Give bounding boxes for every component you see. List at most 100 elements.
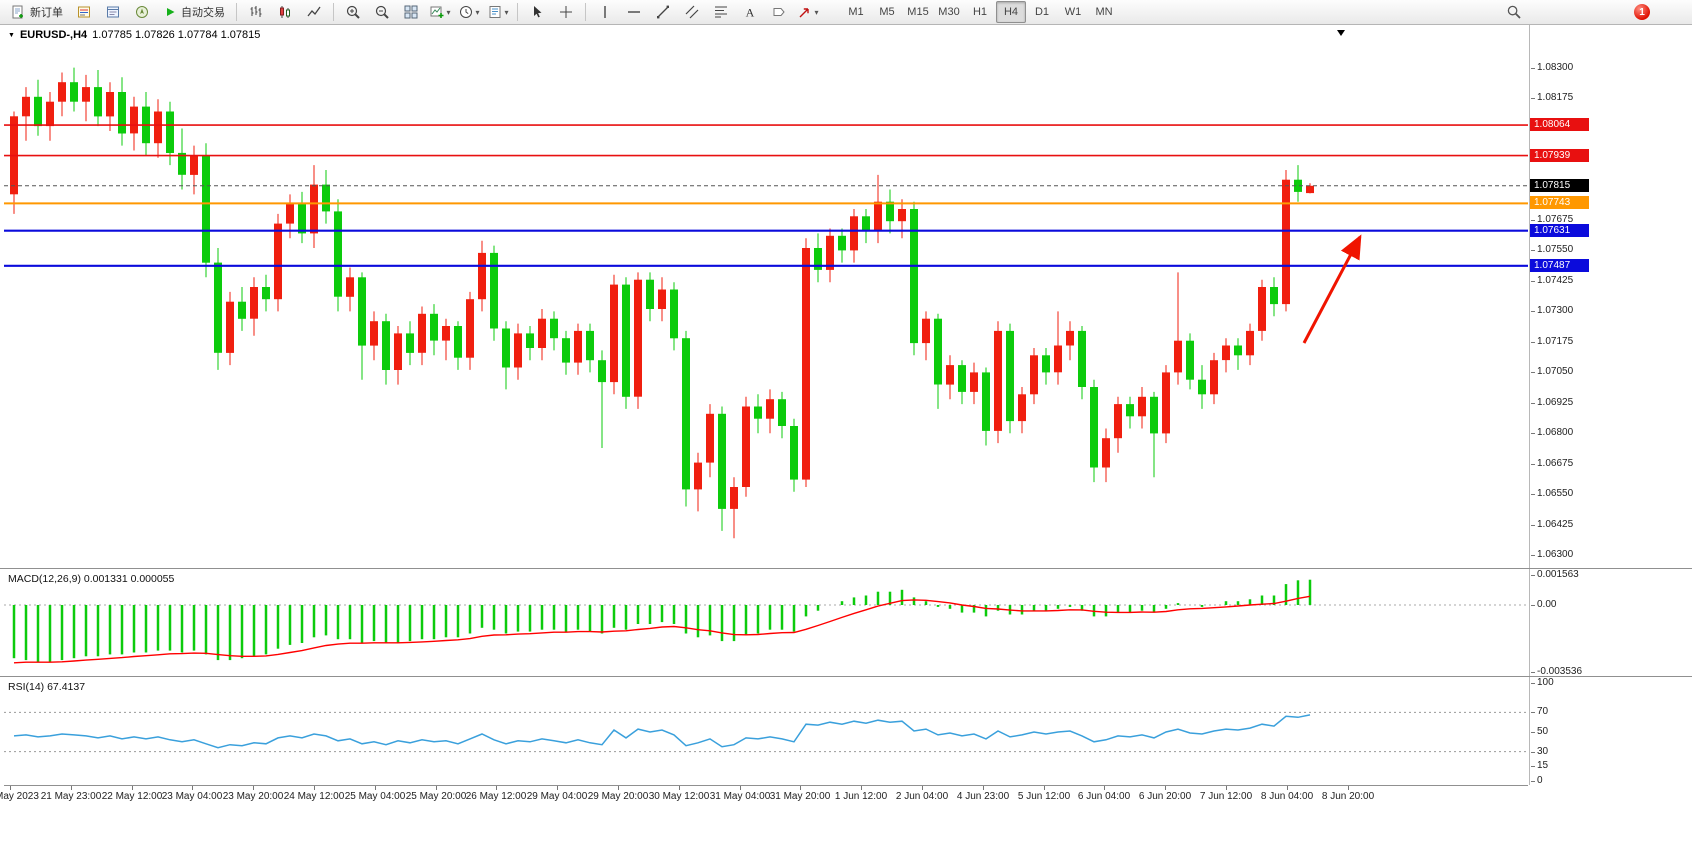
timeframe-button-m1[interactable]: M1 — [848, 6, 864, 18]
zoom-in-icon — [346, 5, 360, 19]
time-tick — [557, 786, 558, 790]
tile-windows-icon — [404, 5, 418, 19]
price-tick-label: 1.08175 — [1530, 92, 1574, 103]
price-tick-label: 1.06300 — [1530, 549, 1574, 560]
chart-shift-marker[interactable] — [1337, 30, 1345, 36]
vertical-line-icon — [604, 6, 606, 18]
search-button[interactable] — [1500, 1, 1528, 23]
zoom-in-button[interactable] — [339, 1, 367, 23]
templates-dropdown-icon: ▾ — [504, 7, 509, 17]
label-button[interactable] — [765, 1, 793, 23]
new-order-icon — [12, 5, 23, 19]
notification-badge[interactable]: 1 — [1634, 4, 1650, 20]
text-button[interactable]: A — [736, 1, 764, 23]
macd-panel[interactable] — [4, 571, 1528, 675]
line-chart-button[interactable] — [300, 1, 328, 23]
price-tick-label: 1.07675 — [1530, 214, 1574, 225]
candles-layer — [10, 67, 1314, 539]
time-tick — [800, 786, 801, 790]
toolbar-separator — [517, 3, 518, 21]
macd-axis-label: 0.00 — [1530, 599, 1557, 610]
zoom-out-button[interactable] — [368, 1, 396, 23]
cursor-button[interactable] — [523, 1, 551, 23]
auto-trading-label: 自动交易 — [181, 7, 225, 19]
time-label: 7 Jun 12:00 — [1199, 791, 1253, 802]
periods-dropdown-icon: ▾ — [475, 7, 480, 17]
macd-axis-label: 0.001563 — [1531, 569, 1579, 580]
price-tick-label: 1.07050 — [1530, 366, 1574, 377]
crosshair-button[interactable] — [552, 1, 580, 23]
rsi-axis-label: 100 — [1531, 677, 1554, 688]
templates-button[interactable]: ▾ — [484, 1, 512, 23]
timeframe-button-m15[interactable]: M15 — [907, 6, 929, 18]
trendline-button[interactable] — [649, 1, 677, 23]
market-watch-button[interactable] — [70, 1, 98, 23]
fibonacci-icon — [715, 6, 727, 18]
time-tick — [618, 786, 619, 790]
rsi-axis-label: 50 — [1530, 726, 1549, 737]
candlestick-chart-button[interactable] — [271, 1, 299, 23]
data-window-icon — [107, 6, 119, 18]
timeframe-button-h4[interactable]: H4 — [996, 1, 1026, 23]
toolbar-separator — [333, 3, 334, 21]
time-label: 31 May 04:00 — [709, 791, 771, 802]
time-label: 23 May 20:00 — [222, 791, 284, 802]
time-label: 4 Jun 23:00 — [956, 791, 1010, 802]
equidistant-channel-button[interactable] — [678, 1, 706, 23]
new-order-button[interactable]: 新订单 — [4, 1, 69, 23]
timeframe-button-mn[interactable]: MN — [1095, 6, 1113, 18]
chart-ohlc-values: 1.07785 1.07826 1.07784 1.07815 — [92, 29, 261, 41]
panel-separator[interactable] — [0, 676, 1692, 677]
shapes-dropdown-icon: ▾ — [814, 7, 819, 17]
panel-separator[interactable] — [0, 568, 1692, 569]
rsi-axis[interactable]: 100 70 50 30 15 0 — [1530, 677, 1690, 786]
chart-menu-icon[interactable]: ▼ — [8, 31, 15, 39]
rsi-title: RSI(14) 67.4137 — [8, 681, 86, 693]
fibonacci-button[interactable] — [707, 1, 735, 23]
time-label: 25 May 04:00 — [344, 791, 406, 802]
time-tick — [132, 786, 133, 790]
time-label: 6 Jun 20:00 — [1138, 791, 1192, 802]
time-tick — [679, 786, 680, 790]
data-window-button[interactable] — [99, 1, 127, 23]
time-tick — [436, 786, 437, 790]
price-chart[interactable] — [4, 25, 1528, 567]
price-level-label: 1.08064 — [1530, 118, 1589, 131]
time-tick — [314, 786, 315, 790]
arrow-shapes-button[interactable]: ▾ — [794, 1, 822, 23]
equidistant-channel-icon — [685, 5, 699, 19]
timeframe-button-h1[interactable]: H1 — [972, 6, 988, 18]
price-tick-label: 1.07175 — [1530, 336, 1574, 347]
vertical-line-button[interactable] — [591, 1, 619, 23]
chart-symbol-period: EURUSD-,H4 — [19, 29, 88, 41]
time-tick — [71, 786, 72, 790]
candlestick-chart-icon — [280, 6, 290, 18]
bar-chart-button[interactable] — [242, 1, 270, 23]
price-tick-label: 1.07425 — [1530, 275, 1574, 286]
periods-button[interactable]: ▾ — [455, 1, 483, 23]
time-label: 23 May 04:00 — [161, 791, 223, 802]
main-toolbar: 新订单 自动交易 ▾ ▾ ▾ — [0, 0, 1692, 25]
rsi-panel[interactable] — [4, 679, 1528, 785]
timeframe-button-d1[interactable]: D1 — [1034, 6, 1050, 18]
price-level-label: 1.07631 — [1530, 224, 1589, 237]
navigator-button[interactable] — [128, 1, 156, 23]
timeframe-button-m5[interactable]: M5 — [879, 6, 895, 18]
macd-title: MACD(12,26,9) 0.001331 0.000055 — [8, 573, 175, 585]
timeframe-button-m30[interactable]: M30 — [938, 6, 960, 18]
price-axis[interactable]: 1.083001.081751.080501.079251.078001.076… — [1530, 25, 1690, 567]
chart-title: ▼ EURUSD-,H4 1.07785 1.07826 1.07784 1.0… — [8, 29, 260, 41]
timeframe-button-w1[interactable]: W1 — [1064, 6, 1082, 18]
tile-windows-button[interactable] — [397, 1, 425, 23]
time-label: 1 Jun 12:00 — [834, 791, 888, 802]
current-price-label: 1.07815 — [1530, 179, 1589, 192]
time-label: 19 May 2023 — [0, 791, 39, 802]
trend-arrow[interactable] — [1302, 234, 1362, 344]
toolbar-separator — [585, 3, 586, 21]
macd-axis[interactable]: 0.001563 0.00 -0.003536 — [1530, 569, 1690, 677]
indicators-button[interactable]: ▾ — [426, 1, 454, 23]
horizontal-line-button[interactable] — [620, 1, 648, 23]
auto-trading-button[interactable]: 自动交易 — [157, 1, 231, 23]
new-order-label: 新订单 — [30, 7, 63, 19]
